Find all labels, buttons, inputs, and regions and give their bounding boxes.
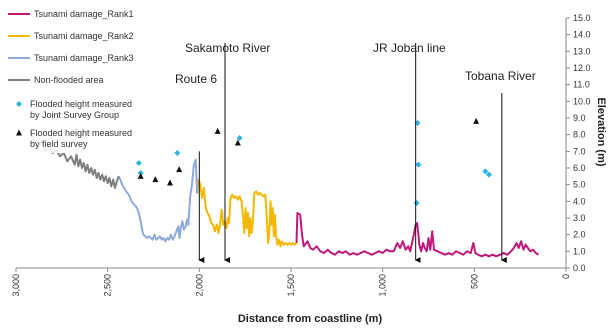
- survey-point-triangle: [137, 172, 144, 179]
- series-line-1: [295, 212, 540, 258]
- legend-label: Tsunami damage_Rank2: [34, 31, 134, 41]
- legend-label: Non-flooded area: [34, 75, 104, 85]
- annotation-label: Route 6: [175, 72, 217, 86]
- y-axis-title: Elevation (m): [595, 97, 607, 166]
- survey-point-diamond: [482, 168, 489, 175]
- survey-point-diamond: [236, 135, 243, 141]
- y-tick-label: 6.0: [573, 163, 586, 173]
- x-axis-title: Distance from coastline (m): [238, 313, 383, 325]
- legend-background: [4, 3, 146, 153]
- legend: Tsunami damage_Rank1 Tsunami damage_Rank2…: [4, 3, 146, 153]
- legend-marker-diamond: [16, 101, 22, 107]
- legend-label: Flooded height measured by field survey: [30, 128, 132, 149]
- survey-point-triangle: [176, 166, 183, 173]
- series-line-3: [117, 158, 199, 243]
- survey-point-diamond: [135, 160, 142, 166]
- y-tick-label: 9.0: [573, 113, 586, 123]
- y-tick-label: 15.0: [573, 13, 591, 23]
- x-tick-label: 2,500: [103, 274, 113, 297]
- survey-point-triangle: [473, 117, 480, 124]
- annotation-label: JR Joban line: [373, 41, 446, 55]
- y-tick-label: 3.0: [573, 213, 586, 223]
- y-tick-label: 8.0: [573, 130, 586, 140]
- survey-point-triangle: [234, 139, 241, 146]
- y-tick-label: 14.0: [573, 30, 591, 40]
- axes: 0.0 1.0 2.0 3.0 4.0 5.0 6.0 7.0 8.0 9.0 10.0 11.0 12…: [11, 13, 591, 297]
- y-tick-label: 0.0: [573, 263, 586, 273]
- y-tick-label: 10.0: [573, 96, 591, 106]
- survey-point-diamond: [174, 150, 181, 156]
- y-tick-label: 5.0: [573, 180, 586, 190]
- annotation-label: Tobana River: [465, 69, 536, 83]
- annotation-label: Sakamoto River: [185, 41, 270, 55]
- x-tick-label: 1,000: [378, 274, 388, 297]
- series-line-2: [196, 178, 298, 248]
- x-tick-label: 2,000: [194, 274, 204, 297]
- x-tick-label: 0: [561, 274, 571, 279]
- survey-point-triangle: [152, 176, 159, 183]
- y-tick-label: 4.0: [573, 196, 586, 206]
- survey-point-diamond: [413, 200, 420, 206]
- chart-marks: [29, 117, 540, 258]
- y-tick-label: 13.0: [573, 46, 591, 56]
- y-tick-label: 1.0: [573, 246, 586, 256]
- x-tick-label: 3,000: [11, 274, 21, 297]
- legend-label: Flooded height measured by Joint Survey G…: [30, 99, 132, 120]
- y-tick-label: 7.0: [573, 146, 586, 156]
- legend-label: Tsunami damage_Rank1: [34, 9, 134, 19]
- legend-marker-triangle: [16, 129, 22, 136]
- survey-point-triangle: [214, 127, 221, 134]
- y-tick-label: 12.0: [573, 63, 591, 73]
- survey-point-diamond: [415, 161, 422, 168]
- legend-label: Tsunami damage_Rank3: [34, 53, 134, 63]
- survey-point-triangle: [167, 179, 173, 186]
- y-tick-label: 2.0: [573, 230, 586, 240]
- x-tick-label: 1,500: [286, 274, 296, 297]
- survey-point-diamond: [486, 171, 492, 178]
- x-tick-label: 500: [469, 274, 479, 289]
- y-tick-label: 11.0: [573, 80, 590, 90]
- annotations: Route 6 Sakamoto River JR Joban line Tobana…: [175, 41, 536, 263]
